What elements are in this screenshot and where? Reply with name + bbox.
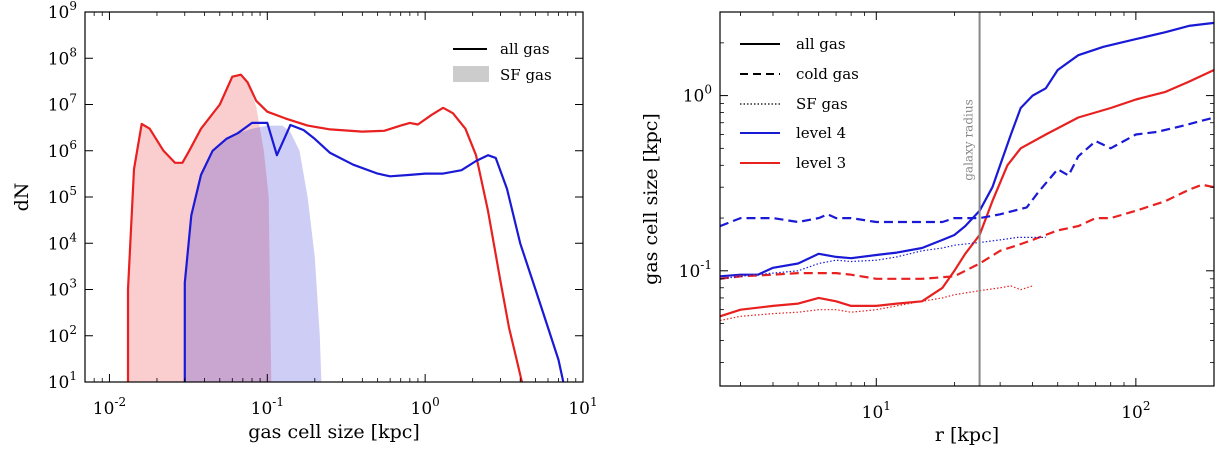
- legend-all-gas-label: all gas: [500, 40, 550, 58]
- all-gas-lines: [126, 73, 565, 383]
- x-tick-label: 101: [862, 399, 891, 423]
- profile-line-2: [719, 116, 1215, 228]
- right-legend: all gas cold gas SF gas level 4 level 3: [740, 35, 859, 172]
- cell-size-profile-panel: galaxy radius 101 102 10-1 100 r [kpc] gas …: [640, 11, 1215, 446]
- profile-line-3: [719, 183, 1215, 280]
- x-tick-label: 10-1: [251, 395, 284, 419]
- profile-lines: [719, 21, 1215, 322]
- y-tick-label: 107: [48, 92, 77, 116]
- y-tick-label: 10-1: [679, 258, 712, 282]
- right-plot-frame: [719, 11, 1215, 387]
- x-tick-label: 101: [568, 395, 597, 419]
- right-y-axis-label: gas cell size [kpc]: [640, 113, 662, 285]
- profile-line-4: [719, 236, 1046, 280]
- left-legend: all gas SF gas: [453, 40, 552, 84]
- profile-line-5: [719, 285, 1033, 322]
- x-tick-label: 102: [1121, 399, 1150, 423]
- right-ticks: 101 102 10-1 100: [679, 11, 1215, 423]
- legend-all-gas-label: all gas: [796, 35, 846, 53]
- left-x-axis-label: gas cell size [kpc]: [248, 421, 420, 443]
- y-tick-label: 105: [48, 184, 77, 208]
- all-gas-line-0: [126, 73, 523, 383]
- left-y-axis-label: dN: [11, 183, 33, 212]
- y-tick-label: 102: [48, 323, 77, 347]
- legend-sf-gas-label: SF gas: [796, 95, 848, 113]
- y-tick-label: 100: [683, 83, 712, 107]
- y-tick-label: 103: [48, 277, 77, 301]
- all-gas-line-1: [183, 121, 565, 383]
- legend-cold-gas-label: cold gas: [796, 65, 859, 83]
- sf-gas-fill-3: [184, 125, 322, 382]
- legend-sf-gas-label: SF gas: [500, 66, 552, 84]
- y-tick-label: 109: [48, 0, 77, 23]
- legend-sf-gas-swatch: [453, 66, 489, 82]
- x-tick-label: 100: [411, 395, 440, 419]
- x-tick-label: 10-2: [93, 395, 126, 419]
- galaxy-radius-label: galaxy radius: [962, 99, 976, 181]
- legend-level4-label: level 4: [796, 124, 846, 142]
- profile-line-1: [719, 69, 1215, 318]
- left-ticks: 10-2 10-1 100 101 101 102 103 104 105 106 107 108 10…: [48, 0, 598, 419]
- right-x-axis-label: r [kpc]: [935, 424, 999, 446]
- y-tick-label: 101: [48, 369, 77, 393]
- legend-level3-label: level 3: [796, 154, 846, 172]
- y-tick-label: 108: [48, 45, 77, 69]
- histogram-panel: 10-2 10-1 100 101 101 102 103 104 105 106 107 108 10…: [11, 0, 598, 443]
- y-tick-label: 106: [48, 138, 77, 162]
- y-tick-label: 104: [48, 230, 78, 254]
